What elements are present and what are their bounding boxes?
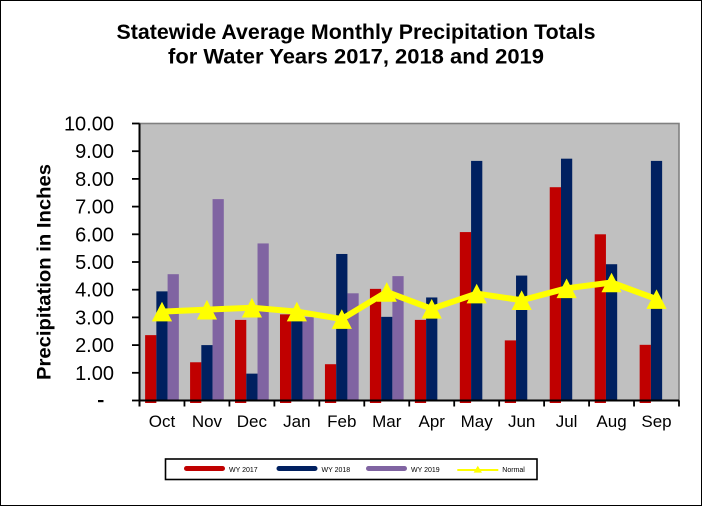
svg-text:9.00: 9.00 xyxy=(75,141,114,163)
svg-text:WY 2017: WY 2017 xyxy=(229,467,258,474)
svg-text:Aug: Aug xyxy=(596,412,626,431)
svg-text:Precipitation in Inches: Precipitation in Inches xyxy=(35,164,56,380)
svg-text:8.00: 8.00 xyxy=(75,169,114,191)
svg-text:Dec: Dec xyxy=(237,412,268,431)
svg-text:Normal: Normal xyxy=(502,467,525,474)
svg-text:5.00: 5.00 xyxy=(75,252,114,274)
svg-text:Oct: Oct xyxy=(149,412,176,431)
svg-text:Mar: Mar xyxy=(372,412,402,431)
svg-text:Nov: Nov xyxy=(192,412,223,431)
svg-text:3.00: 3.00 xyxy=(75,307,114,329)
svg-text:4.00: 4.00 xyxy=(75,280,114,302)
svg-text:WY 2019: WY 2019 xyxy=(411,467,440,474)
svg-text:for Water Years 2017, 2018 and: for Water Years 2017, 2018 and 2019 xyxy=(168,46,544,69)
svg-text:Jun: Jun xyxy=(508,412,535,431)
svg-text:WY 2018: WY 2018 xyxy=(322,467,351,474)
svg-text:1.00: 1.00 xyxy=(75,363,114,385)
svg-text:Statewide Average Monthly Prec: Statewide Average Monthly Precipitation … xyxy=(117,21,596,44)
svg-text:Jul: Jul xyxy=(556,412,578,431)
svg-text:May: May xyxy=(461,412,494,431)
svg-text:Apr: Apr xyxy=(418,412,445,431)
svg-text:Feb: Feb xyxy=(327,412,356,431)
svg-text:7.00: 7.00 xyxy=(75,197,114,219)
svg-text:Sep: Sep xyxy=(641,412,671,431)
svg-text:6.00: 6.00 xyxy=(75,224,114,246)
svg-text:10.00: 10.00 xyxy=(64,114,114,136)
svg-text:2.00: 2.00 xyxy=(75,335,114,357)
svg-text:Jan: Jan xyxy=(283,412,310,431)
